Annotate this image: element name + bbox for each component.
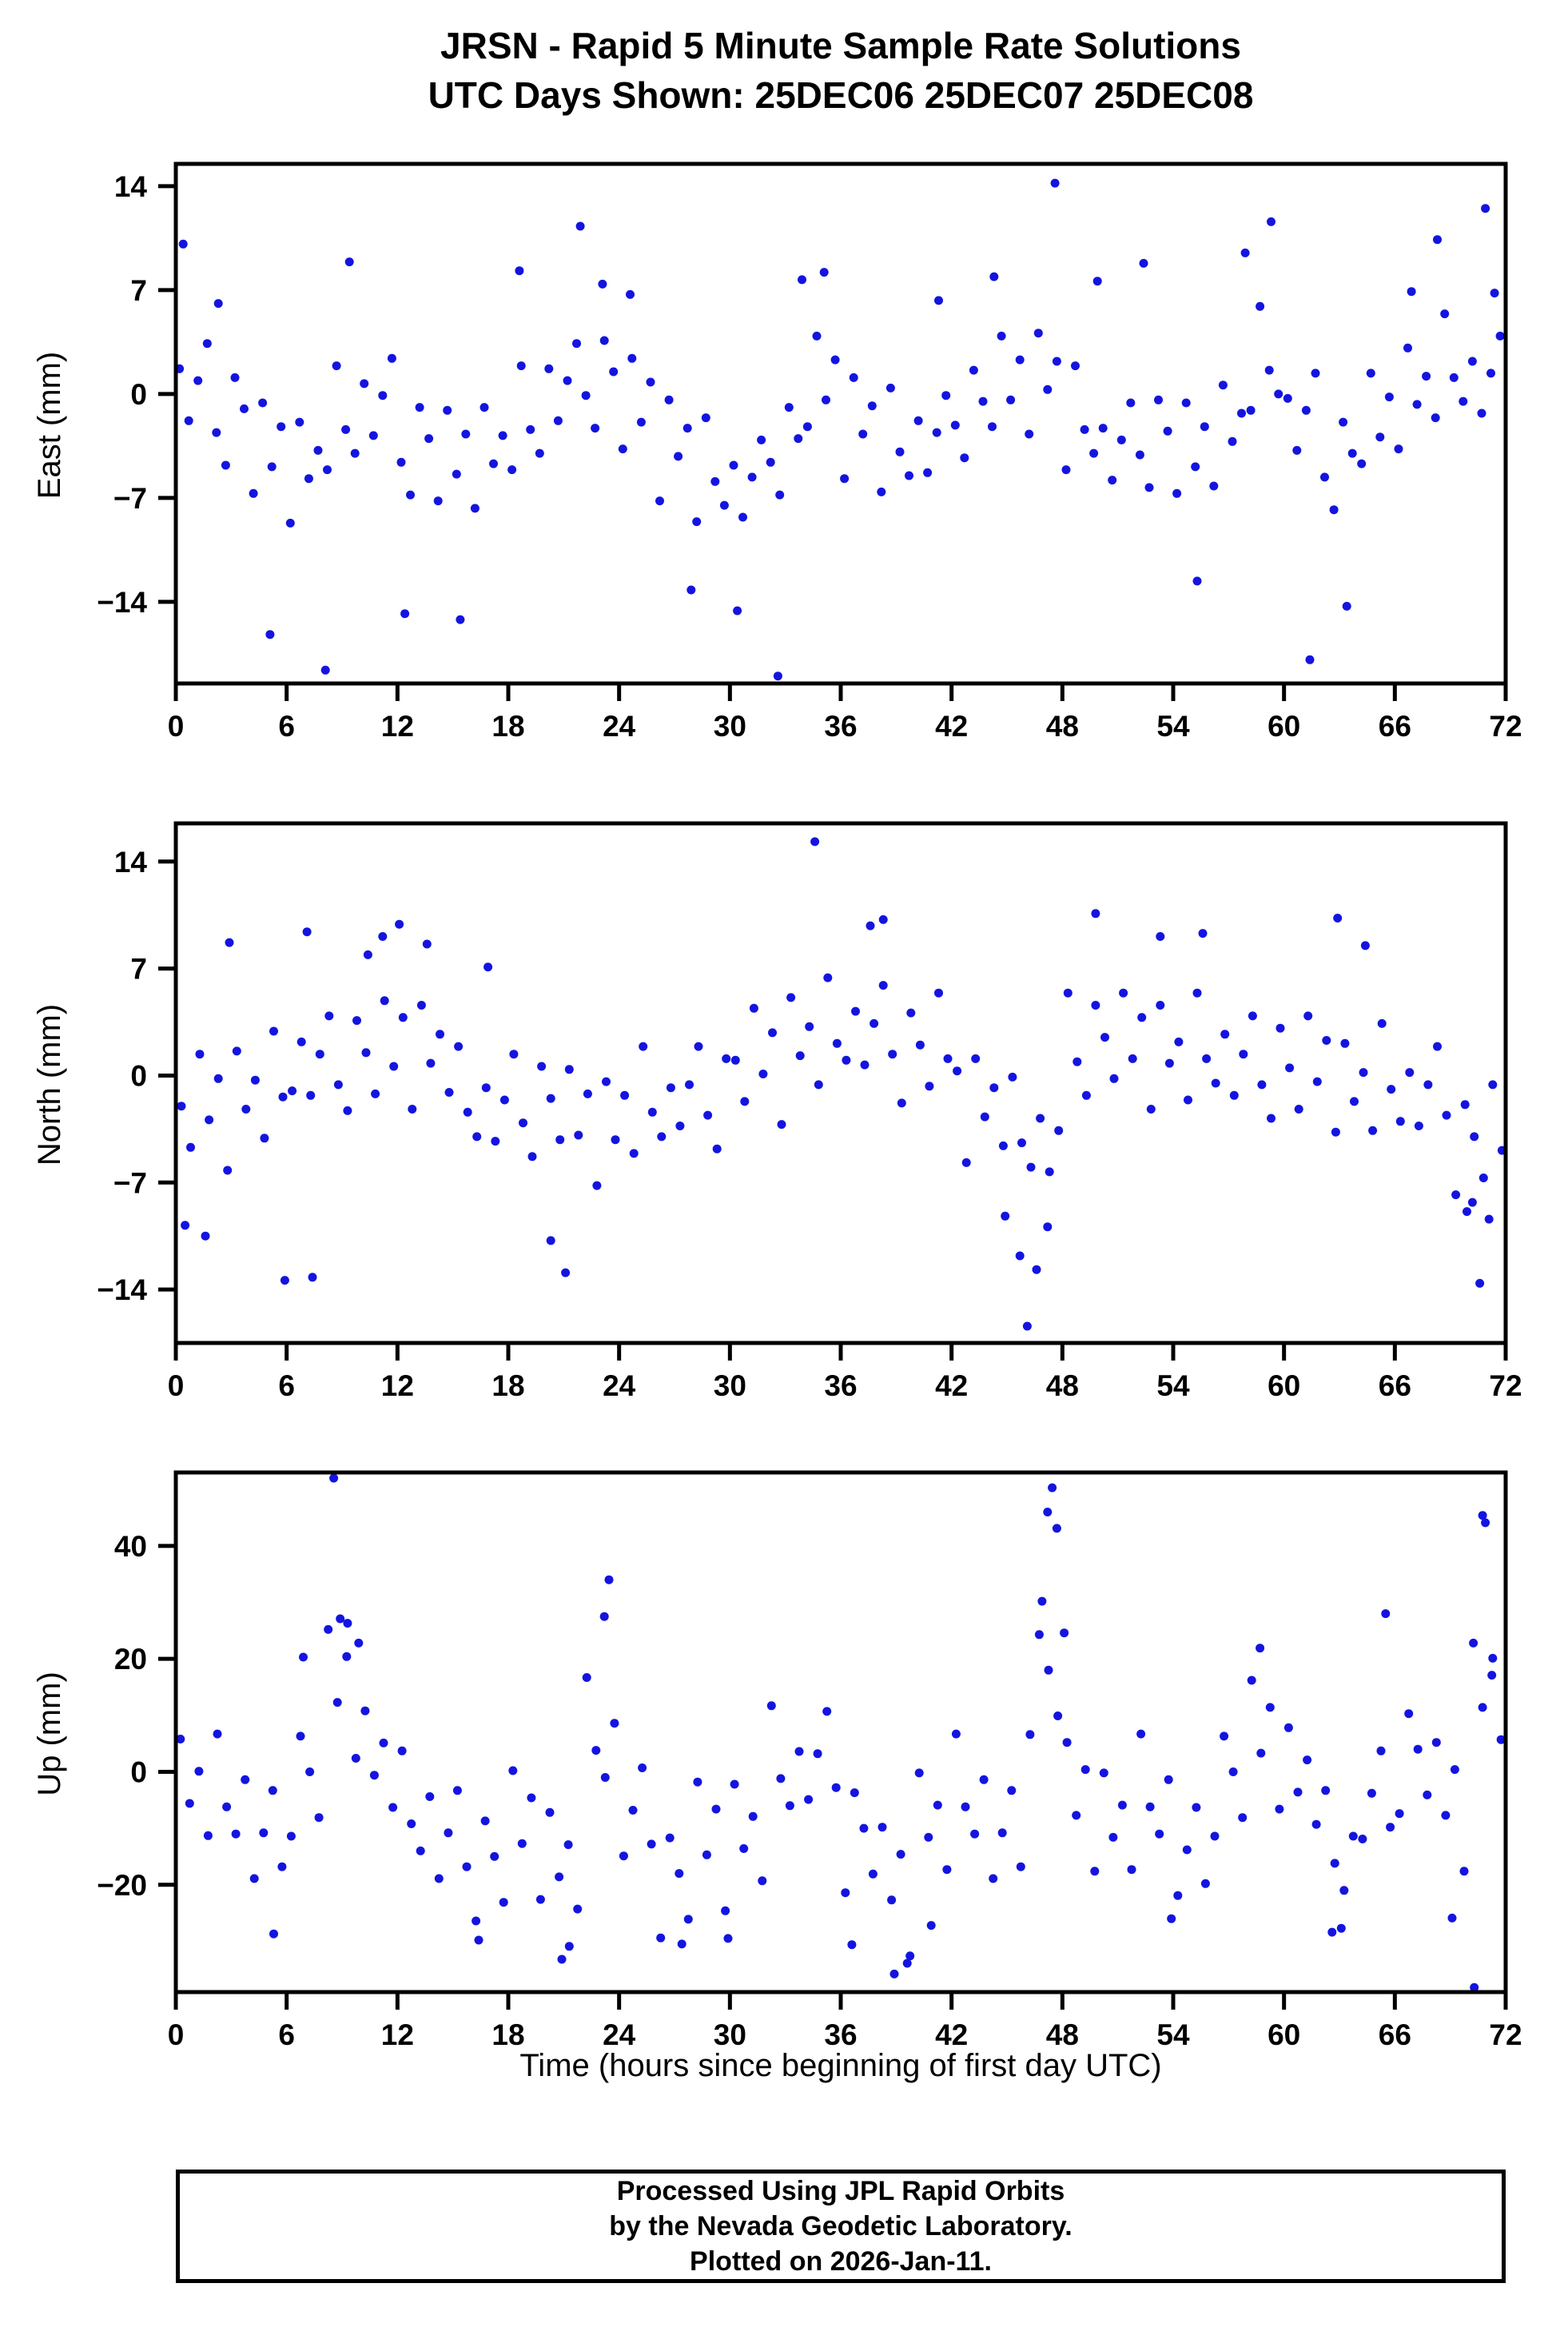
footer-box: Processed Using JPL Rapid Orbits by the … xyxy=(176,2170,1506,2283)
up-xtick-label: 72 xyxy=(1489,2018,1522,2051)
north-xtick-label: 18 xyxy=(491,1369,524,1402)
up-xtick-label: 48 xyxy=(1046,2018,1079,2051)
east-ytick-label: 14 xyxy=(114,170,148,203)
up-xtick-label: 0 xyxy=(168,2018,185,2051)
east-xtick-label: 66 xyxy=(1379,710,1411,743)
east-xtick-label: 48 xyxy=(1046,710,1079,743)
up-xtick-label: 30 xyxy=(714,2018,746,2051)
up-ytick-label: 20 xyxy=(114,1643,147,1676)
north-xtick-label: 36 xyxy=(824,1369,857,1402)
east-axis-label: East (mm) xyxy=(32,351,67,500)
up-frame xyxy=(173,1470,1508,1994)
east-ytick-label: −14 xyxy=(97,586,147,619)
up-ytick-label: 0 xyxy=(130,1755,147,1788)
up-ytick-label: −20 xyxy=(97,1869,147,1902)
footer-line1: Processed Using JPL Rapid Orbits xyxy=(616,2176,1065,2206)
east-xtick-label: 36 xyxy=(824,710,857,743)
up-xtick-label: 12 xyxy=(381,2018,414,2051)
north-ytick-label: −14 xyxy=(97,1273,147,1306)
north-xtick-label: 42 xyxy=(935,1369,968,1402)
up-panel: −20 0 20 40 0 6 12 18 24 30 36 42 48 54 60 66 72 xyxy=(97,1470,1522,2051)
east-xtick-label: 60 xyxy=(1268,710,1300,743)
east-xtick-label: 24 xyxy=(603,710,636,743)
east-ytick-label: −7 xyxy=(113,482,147,515)
north-axis-label: North (mm) xyxy=(32,1003,67,1166)
east-xtick-label: 6 xyxy=(278,710,295,743)
up-axis-label: Up (mm) xyxy=(32,1672,67,1796)
chart-title: JRSN - Rapid 5 Minute Sample Rate Soluti… xyxy=(176,21,1506,120)
up-xtick-label: 6 xyxy=(278,2018,295,2051)
north-xtick-label: 24 xyxy=(603,1369,636,1402)
east-data-points xyxy=(175,178,1505,681)
north-data-points xyxy=(177,837,1506,1331)
footer-line2: by the Nevada Geodetic Laboratory. xyxy=(609,2211,1073,2241)
up-xtick-label: 24 xyxy=(603,2018,636,2051)
east-xtick-label: 54 xyxy=(1156,710,1190,743)
east-ytick-label: 0 xyxy=(130,378,147,411)
north-xtick-label: 6 xyxy=(278,1369,295,1402)
north-ytick-label: 14 xyxy=(114,846,148,879)
east-xtick-label: 72 xyxy=(1489,710,1522,743)
north-xtick-label: 48 xyxy=(1046,1369,1079,1402)
east-ytick-label: 7 xyxy=(130,274,147,307)
chart-title-line1: JRSN - Rapid 5 Minute Sample Rate Soluti… xyxy=(440,25,1241,66)
up-xtick-label: 36 xyxy=(824,2018,857,2051)
north-ytick-label: 7 xyxy=(130,953,147,986)
north-ytick-label: −7 xyxy=(113,1166,147,1199)
up-xtick-label: 18 xyxy=(491,2018,524,2051)
east-xtick-label: 30 xyxy=(714,710,746,743)
north-xtick-label: 12 xyxy=(381,1369,414,1402)
north-frame xyxy=(173,821,1508,1345)
north-xtick-label: 0 xyxy=(168,1369,185,1402)
up-xtick-label: 60 xyxy=(1268,2018,1300,2051)
east-xtick-label: 18 xyxy=(491,710,524,743)
east-panel: −14 −7 0 7 14 0 6 12 18 24 30 36 42 48 54 60 66 72 xyxy=(97,161,1522,743)
north-panel: −14 −7 0 7 14 0 6 12 18 24 30 36 42 48 54 60 66 72 xyxy=(97,821,1522,1402)
north-ytick-label: 0 xyxy=(130,1059,147,1092)
x-axis-label: Time (hours since beginning of first day… xyxy=(519,2048,1162,2083)
chart-title-line2: UTC Days Shown: 25DEC06 25DEC07 25DEC08 xyxy=(428,74,1254,116)
north-xtick-label: 66 xyxy=(1379,1369,1411,1402)
up-ytick-label: 40 xyxy=(114,1530,147,1563)
north-xtick-label: 30 xyxy=(714,1369,746,1402)
east-xtick-label: 12 xyxy=(381,710,414,743)
footer-line3: Plotted on 2026-Jan-11. xyxy=(690,2246,992,2277)
east-xtick-label: 0 xyxy=(168,710,185,743)
north-xtick-label: 60 xyxy=(1268,1369,1300,1402)
up-data-points xyxy=(176,1473,1506,1992)
east-frame xyxy=(173,161,1508,686)
up-xtick-label: 42 xyxy=(935,2018,968,2051)
up-xtick-label: 66 xyxy=(1379,2018,1411,2051)
north-xtick-label: 72 xyxy=(1489,1369,1522,1402)
north-xtick-label: 54 xyxy=(1156,1369,1190,1402)
up-xtick-label: 54 xyxy=(1156,2018,1190,2051)
east-xtick-label: 42 xyxy=(935,710,968,743)
